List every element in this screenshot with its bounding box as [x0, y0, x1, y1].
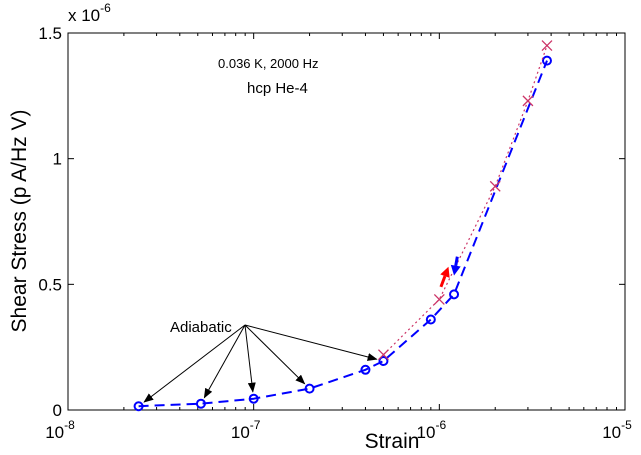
adiabatic-arrow: [244, 324, 378, 361]
series-line: [382, 45, 548, 356]
x-axis-label: Strain: [365, 430, 420, 453]
y-tick-label: 1.5: [38, 24, 62, 43]
data-point: [377, 349, 389, 361]
plot-area: [67, 32, 626, 411]
y-tick-label: 0.5: [38, 275, 62, 294]
x-tick-exponent: -6: [435, 418, 446, 432]
cross-stroke: [522, 95, 534, 107]
data-point: [489, 180, 501, 192]
x-tick-exponent: -8: [64, 418, 75, 432]
y-axis: 0 0.5 1 1.5: [38, 24, 625, 420]
direction-arrow-head: [450, 264, 461, 276]
adiabatic-arrow: [203, 324, 246, 399]
data-point: [541, 55, 552, 66]
y-multiplier-exponent: -6: [100, 1, 111, 15]
data-point: [133, 401, 144, 412]
series-layer: [133, 40, 553, 412]
x-tick-exponent: -7: [250, 418, 261, 432]
x-tick-base: 10: [417, 423, 436, 442]
adiabatic-annotation: Adiabatic: [170, 319, 232, 336]
y-tick-label: 0: [53, 401, 62, 420]
data-point: [248, 393, 259, 404]
y-tick-label: 1: [53, 150, 62, 169]
data-point: [425, 314, 436, 325]
x-axis: 10-8 10-7 10-6 10-5: [45, 33, 632, 442]
data-point: [378, 355, 389, 366]
adiabatic-arrow: [244, 324, 306, 385]
adiabatic-arrow: [244, 324, 256, 393]
data-point: [522, 95, 534, 107]
x-tick-exponent: -5: [621, 418, 632, 432]
adiabatic-arrows: [143, 324, 378, 403]
cross-stroke: [541, 40, 553, 52]
x-tick-base: 10: [231, 423, 250, 442]
x-tick-label: 10-5: [602, 418, 632, 442]
x-tick-base: 10: [602, 423, 621, 442]
direction-arrow-head: [440, 266, 450, 278]
x-tick-label: 10-6: [417, 418, 447, 442]
series-line: [138, 60, 548, 408]
x-tick-label: 10-8: [45, 418, 75, 442]
condition-annotation: 0.036 K, 2000 Hz: [218, 56, 318, 71]
x-tick-base: 10: [45, 423, 64, 442]
adiabatic-arrow: [143, 324, 246, 403]
direction-arrows: [439, 256, 461, 288]
data-point: [360, 364, 371, 375]
sample-annotation: hcp He-4: [247, 80, 308, 97]
direction-arrow-shaft: [454, 256, 459, 266]
data-point: [449, 289, 460, 300]
cross-stroke: [433, 293, 445, 305]
cross-stroke: [489, 180, 501, 192]
y-multiplier: x 10-6: [68, 1, 111, 25]
y-axis-label: Shear Stress (p A/Hz V): [8, 110, 31, 333]
data-point: [541, 40, 553, 52]
direction-arrow-shaft: [439, 275, 447, 288]
x-tick-label: 10-7: [231, 418, 261, 442]
data-point: [304, 383, 315, 394]
cross-stroke: [377, 349, 389, 361]
data-point: [195, 398, 206, 409]
data-point: [433, 293, 445, 305]
